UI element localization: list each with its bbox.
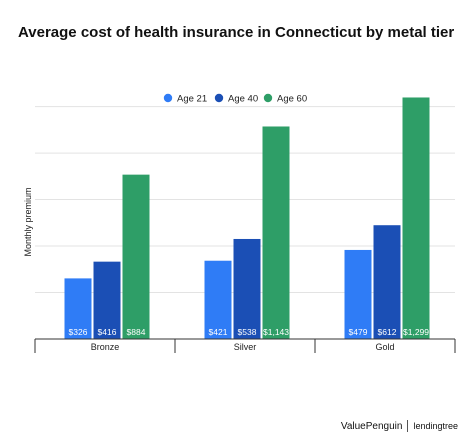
legend-swatch — [214, 93, 224, 103]
bar — [233, 238, 261, 339]
chart-title: Average cost of health insurance in Conn… — [18, 24, 455, 41]
legend-label: Age 40 — [228, 94, 258, 105]
bar-value-label: $538 — [238, 327, 257, 337]
y-axis-label: Monthly premium — [23, 187, 33, 256]
legend-label: Age 21 — [177, 94, 207, 105]
bar — [204, 260, 232, 339]
bars: $326 $416 $884 $421 $538 $1,143 $479 $612 $1,299 — [64, 97, 430, 339]
bar — [402, 97, 430, 339]
bar-value-label: $1,143 — [263, 327, 289, 337]
bar-value-label: $326 — [69, 327, 88, 337]
legend: Age 21 Age 40 Age 60 — [163, 93, 307, 105]
legend-swatch — [263, 93, 273, 103]
bar — [344, 249, 372, 339]
bar — [373, 225, 401, 339]
branding-footer: ValuePenguin lendingtree — [341, 420, 458, 432]
bar-value-label: $884 — [127, 327, 146, 337]
x-tick-label: Bronze — [91, 342, 120, 352]
x-tick-label: Silver — [234, 342, 257, 352]
bar-value-label: $1,299 — [403, 327, 429, 337]
lendingtree-logo: lendingtree — [413, 421, 458, 431]
bar — [64, 278, 92, 339]
x-axis: Bronze Silver Gold — [34, 338, 456, 353]
x-tick-label: Gold — [375, 342, 394, 352]
bar-value-label: $416 — [98, 327, 117, 337]
logo-divider — [407, 420, 409, 432]
legend-swatch — [163, 93, 173, 103]
valuepenguin-logo: ValuePenguin — [340, 420, 403, 432]
bar-value-label: $421 — [209, 327, 228, 337]
bar — [262, 126, 290, 339]
bar-value-label: $479 — [349, 327, 368, 337]
bar — [122, 174, 150, 339]
bar-value-label: $612 — [378, 327, 397, 337]
legend-label: Age 60 — [277, 94, 307, 105]
bar — [93, 261, 121, 339]
